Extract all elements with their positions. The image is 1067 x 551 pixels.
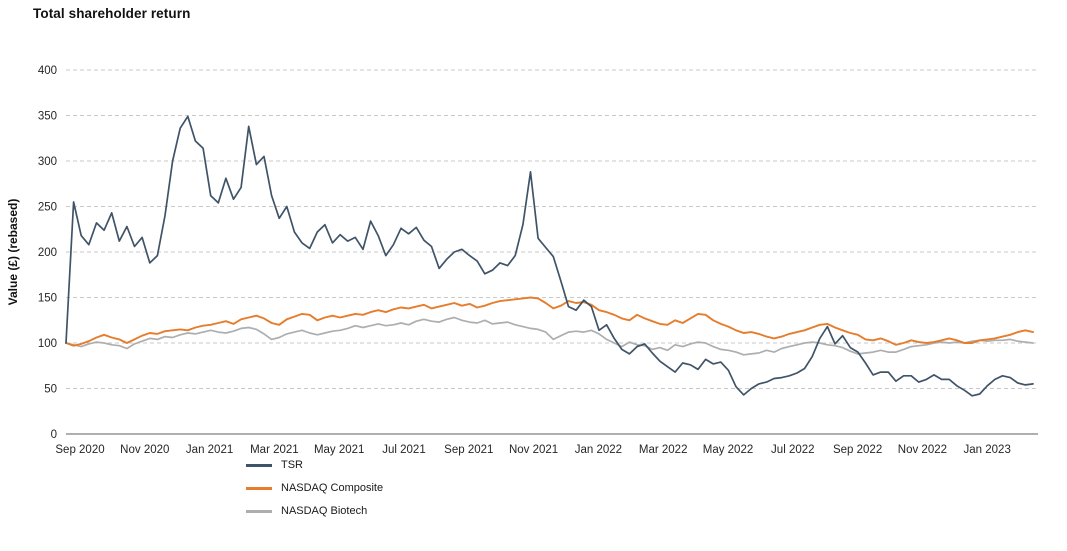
svg-text:May 2021: May 2021: [314, 444, 365, 456]
tsr-line-swatch-icon: [246, 463, 272, 467]
svg-text:Nov 2022: Nov 2022: [898, 444, 947, 456]
svg-text:Sep 2021: Sep 2021: [444, 444, 493, 456]
legend-label-nasdaq-biotech: NASDAQ Biotech: [281, 505, 368, 517]
svg-text:Sep 2020: Sep 2020: [55, 444, 104, 456]
svg-text:Mar 2022: Mar 2022: [639, 444, 688, 456]
svg-text:Jul 2022: Jul 2022: [771, 444, 814, 456]
svg-text:Jan 2022: Jan 2022: [575, 444, 622, 456]
svg-text:Jan 2021: Jan 2021: [186, 444, 233, 456]
svg-text:Sep 2022: Sep 2022: [833, 444, 882, 456]
svg-text:400: 400: [38, 65, 57, 77]
chart-legend: TSR NASDAQ Composite NASDAQ Biotech: [246, 458, 383, 518]
svg-text:Jul 2021: Jul 2021: [382, 444, 425, 456]
legend-item-nasdaq-biotech: NASDAQ Biotech: [246, 504, 383, 518]
nasdaq-composite-line-swatch-icon: [246, 486, 272, 490]
svg-text:Jan 2023: Jan 2023: [964, 444, 1011, 456]
legend-label-tsr: TSR: [281, 459, 303, 471]
svg-text:Nov 2021: Nov 2021: [509, 444, 558, 456]
svg-text:150: 150: [38, 293, 57, 305]
svg-text:300: 300: [38, 156, 57, 168]
svg-text:Mar 2021: Mar 2021: [250, 444, 299, 456]
legend-item-tsr: TSR: [246, 458, 383, 472]
legend-label-nasdaq-composite: NASDAQ Composite: [281, 482, 384, 494]
legend-item-nasdaq-composite: NASDAQ Composite: [246, 481, 383, 495]
svg-text:200: 200: [38, 247, 57, 259]
svg-text:Nov 2020: Nov 2020: [120, 444, 169, 456]
svg-text:100: 100: [38, 338, 57, 350]
chart-title: Total shareholder return: [33, 6, 191, 21]
nasdaq-biotech-line-swatch-icon: [246, 509, 272, 513]
svg-text:0: 0: [51, 429, 57, 441]
svg-text:250: 250: [38, 202, 57, 214]
svg-text:50: 50: [44, 384, 57, 396]
svg-text:May 2022: May 2022: [703, 444, 754, 456]
svg-text:350: 350: [38, 111, 57, 123]
